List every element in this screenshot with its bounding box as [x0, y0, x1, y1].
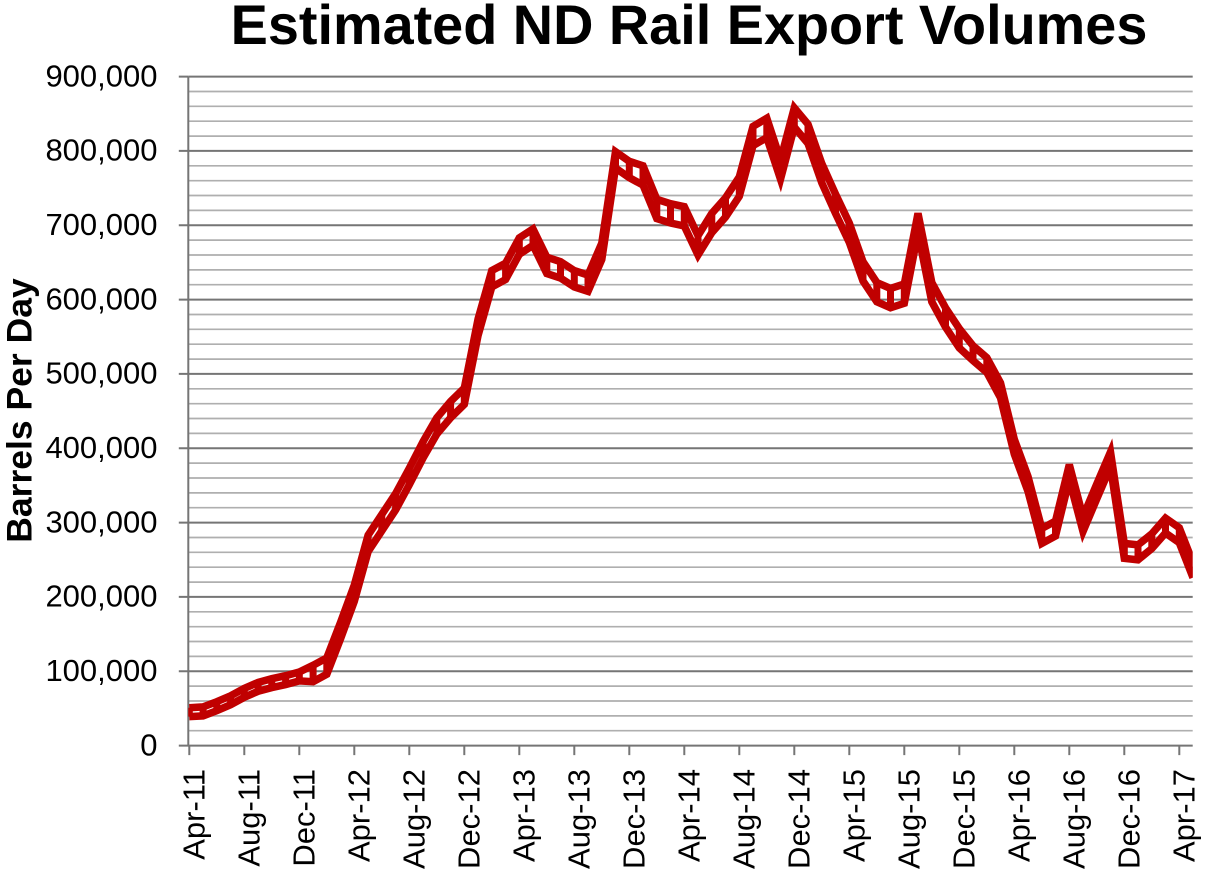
svg-text:Barrels Per Day: Barrels Per Day [0, 278, 40, 543]
svg-text:500,000: 500,000 [45, 356, 157, 391]
svg-text:900,000: 900,000 [45, 58, 157, 93]
svg-text:Apr-15: Apr-15 [837, 769, 872, 862]
svg-text:Dec-13: Dec-13 [617, 769, 652, 869]
svg-text:Aug-12: Aug-12 [397, 769, 432, 869]
svg-text:700,000: 700,000 [45, 207, 157, 242]
svg-text:Aug-16: Aug-16 [1057, 769, 1092, 869]
svg-text:Apr-16: Apr-16 [1002, 769, 1037, 862]
svg-text:Apr-17: Apr-17 [1167, 769, 1202, 862]
svg-text:0: 0 [140, 727, 157, 762]
svg-text:Dec-15: Dec-15 [947, 769, 982, 869]
svg-text:Aug-14: Aug-14 [727, 769, 762, 869]
svg-text:Dec-11: Dec-11 [287, 769, 322, 867]
svg-text:Dec-16: Dec-16 [1112, 769, 1147, 869]
svg-text:Dec-12: Dec-12 [452, 769, 487, 869]
svg-text:200,000: 200,000 [45, 579, 157, 614]
svg-text:Estimated ND Rail Export Volum: Estimated ND Rail Export Volumes [231, 0, 1148, 56]
svg-text:300,000: 300,000 [45, 504, 157, 539]
svg-text:Aug-15: Aug-15 [892, 769, 927, 869]
svg-text:Apr-14: Apr-14 [672, 769, 707, 862]
svg-text:600,000: 600,000 [45, 281, 157, 316]
svg-text:Dec-14: Dec-14 [782, 769, 817, 869]
svg-text:Apr-11: Apr-11 [177, 769, 212, 860]
svg-text:Apr-12: Apr-12 [342, 769, 377, 862]
svg-text:Aug-13: Aug-13 [562, 769, 597, 869]
svg-text:Aug-11: Aug-11 [232, 769, 267, 867]
svg-text:400,000: 400,000 [45, 430, 157, 465]
svg-text:100,000: 100,000 [45, 653, 157, 688]
svg-text:Apr-13: Apr-13 [507, 769, 542, 862]
svg-text:800,000: 800,000 [45, 133, 157, 168]
